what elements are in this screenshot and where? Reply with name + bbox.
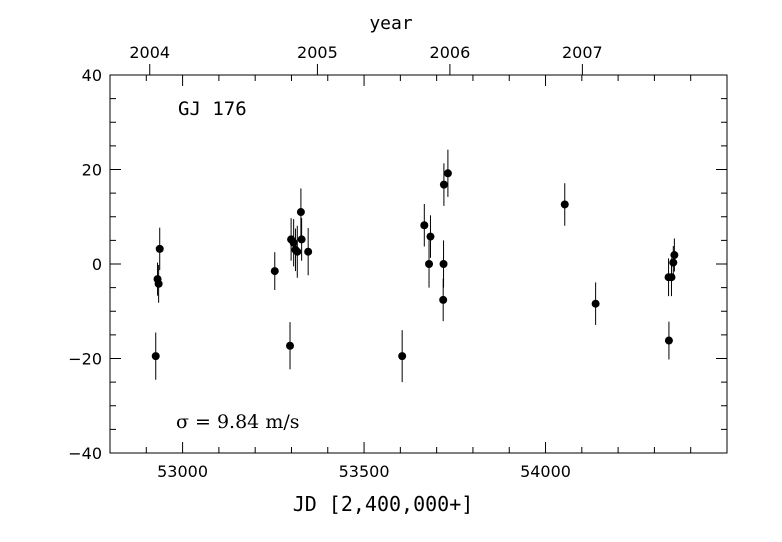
data-point [439,295,448,304]
data-point [664,336,673,345]
x-tick-label: 53500 [339,462,390,481]
data-point [560,200,569,209]
data-point [667,273,676,282]
x-axis-title: JD [2,400,000+] [293,492,474,516]
axis-tick-labels: 53000 53500 54000 2004 2005 2006 2007 −40 −20 0 20… [68,43,602,481]
data-point [439,180,448,189]
data-point [669,258,678,267]
data-point [270,267,279,276]
data-point [425,260,434,268]
data-point [155,244,164,253]
data-point [297,235,306,244]
y-tick-label: 40 [82,66,102,85]
y-tick-label: 20 [82,161,102,180]
data-point [293,247,302,256]
data-point [151,352,160,361]
star-name-label: GJ 176 [178,98,247,120]
year-tick-label: 2007 [562,43,603,62]
data-point [439,260,448,268]
y-tick-label: −40 [68,444,102,463]
x-tick-label: 53000 [157,462,208,481]
year-tick-label: 2006 [430,43,471,62]
axis-ticks [109,64,728,454]
data-point [443,169,452,178]
x-tick-label: 54000 [520,462,571,481]
data-point [398,352,407,361]
data-point [670,251,679,260]
y-tick-label: −20 [68,350,102,369]
data-points [151,149,679,383]
data-point [154,279,163,288]
y-tick-label: 0 [92,255,102,274]
data-point [304,247,313,256]
data-point [296,208,305,217]
data-point [591,299,600,308]
data-point [420,221,429,230]
data-point [286,341,295,350]
data-point [426,232,435,241]
data-point [289,238,298,247]
sigma-label: σ = 9.84 m/s [176,411,299,433]
year-tick-label: 2004 [129,43,170,62]
top-axis-title: year [369,13,413,34]
plot-frame [109,74,728,454]
year-tick-label: 2005 [297,43,338,62]
